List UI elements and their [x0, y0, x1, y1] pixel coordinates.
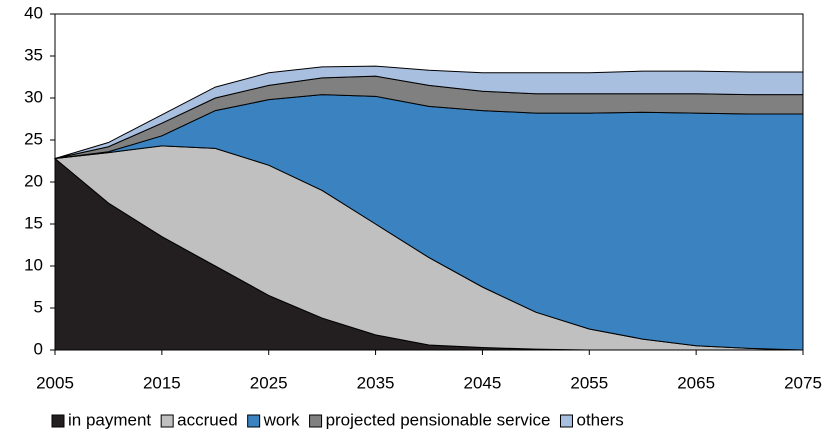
y-tick-label: 15 — [24, 213, 43, 232]
legend-swatch — [309, 414, 323, 428]
y-tick-label: 40 — [24, 3, 43, 22]
x-tick-label: 2015 — [143, 373, 181, 392]
x-tick-label: 2045 — [464, 373, 502, 392]
legend-label: others — [576, 410, 623, 429]
x-tick-label: 2035 — [357, 373, 395, 392]
y-tick-label: 20 — [24, 171, 43, 190]
x-tick-label: 2055 — [570, 373, 608, 392]
y-tick-label: 10 — [24, 255, 43, 274]
legend-swatch — [247, 414, 261, 428]
legend-swatch — [559, 414, 573, 428]
x-tick-label: 2025 — [250, 373, 288, 392]
y-tick-label: 25 — [24, 129, 43, 148]
y-tick-label: 0 — [34, 339, 43, 358]
x-tick-label: 2005 — [36, 373, 74, 392]
legend-swatch — [160, 414, 174, 428]
legend-label: in payment — [68, 410, 151, 429]
y-tick-label: 5 — [34, 297, 43, 316]
legend-label: accrued — [177, 410, 237, 429]
x-tick-label: 2075 — [784, 373, 822, 392]
y-tick-label: 30 — [24, 87, 43, 106]
x-tick-label: 2065 — [677, 373, 715, 392]
legend-label: projected pensionable service — [326, 410, 551, 429]
legend-label: work — [263, 410, 300, 429]
legend-swatch — [51, 414, 65, 428]
y-tick-label: 35 — [24, 45, 43, 64]
